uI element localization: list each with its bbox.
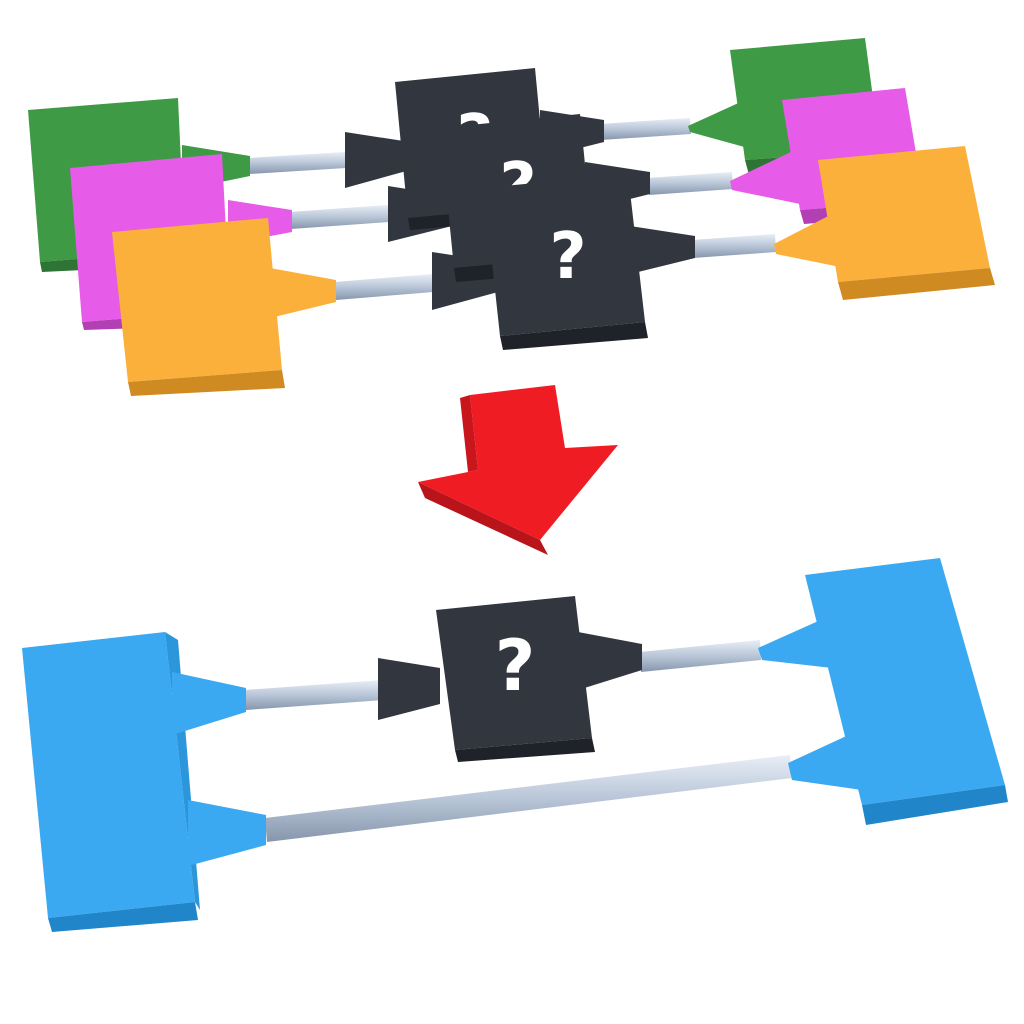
rod-green-right: [600, 118, 691, 140]
top-group: ? ? ?: [28, 38, 995, 396]
connector-cone-magenta-right: [730, 150, 800, 204]
rod-orange-right: [692, 234, 776, 258]
arrowhead-magenta-out: [585, 162, 650, 210]
connector-cone-blue-right-bottom: [788, 732, 862, 790]
unknown-box-3-label: ?: [549, 220, 586, 294]
rod-bottom-left-to-box: [245, 680, 383, 710]
rod-bottom-long: [265, 755, 792, 842]
arrowhead-orange-out: [630, 226, 695, 274]
right-block-orange: [818, 146, 995, 300]
connector-cone-green-right: [688, 100, 748, 148]
connector-cone-orange-right: [774, 210, 845, 268]
down-arrow-icon: [418, 385, 618, 555]
rod-magenta-left: [290, 205, 389, 229]
connector-cone-orange-left: [270, 268, 336, 318]
rod-orange-left: [335, 274, 433, 300]
rod-bottom-box-to-right: [640, 640, 761, 672]
unknown-box-3: ?: [484, 174, 648, 350]
connector-cone-blue-right-top: [758, 618, 832, 668]
unknown-box-bottom: ?: [436, 596, 595, 762]
bottom-group: ?: [22, 558, 1008, 932]
connector-cone-blue-left-top: [172, 672, 246, 735]
left-block-orange: [112, 218, 285, 396]
unknown-box-bottom-label: ?: [495, 625, 536, 707]
arrowhead-green-in: [345, 132, 410, 188]
arrowhead-green-out: [540, 110, 604, 158]
connector-cone-blue-left-bottom: [188, 800, 266, 866]
arrowhead-bottom-in: [378, 658, 440, 720]
rod-green-left: [248, 152, 346, 174]
arrowhead-bottom-out: [578, 632, 642, 690]
rod-magenta-right: [648, 172, 733, 195]
